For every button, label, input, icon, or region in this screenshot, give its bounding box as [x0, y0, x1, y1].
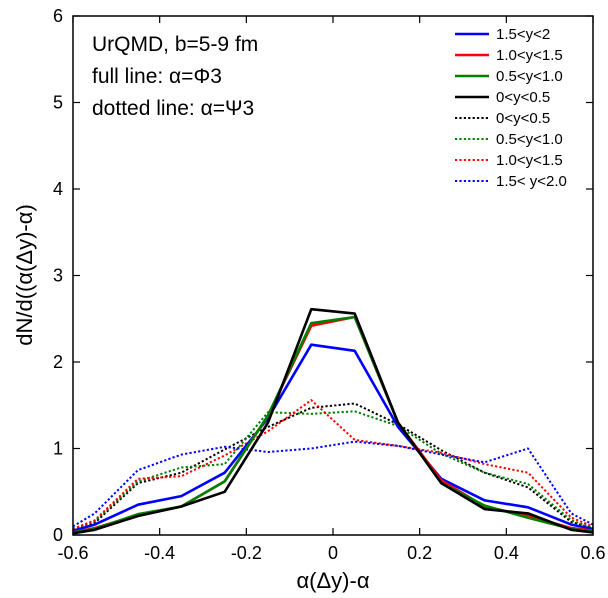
x-tick-label: -0.4: [144, 543, 175, 563]
legend-label: 0<y<0.5: [496, 110, 550, 127]
legend-label: 1.0<y<1.5: [496, 152, 563, 169]
y-tick-label: 5: [53, 93, 63, 113]
legend-label: 1.5<y<2: [496, 26, 550, 43]
ticks-layer: -0.6 -0.4 -0.2 0 0.2 0.4 0.6 0 1 2 3 4 5 6: [53, 6, 606, 563]
x-tick-label: 0: [328, 543, 338, 563]
y-tick-label: 1: [53, 439, 63, 459]
y-tick-label: 3: [53, 266, 63, 286]
plot-frame: [72, 15, 594, 536]
x-tick-label: 0.2: [407, 543, 432, 563]
series-line-solid-1: [72, 315, 594, 534]
series-line-dotted-5: [72, 410, 594, 531]
x-tick-label: -0.6: [57, 543, 88, 563]
x-tick-label: 0.4: [494, 543, 519, 563]
series-line-dotted-6: [72, 399, 594, 530]
annotation-dotted-line: dotted line: α=Ψ3: [92, 97, 254, 120]
legend-label: 1.0<y<1.5: [496, 47, 563, 64]
series-line-solid-3: [72, 307, 594, 535]
y-tick-label: 0: [53, 525, 63, 545]
x-tick-label: 0.6: [580, 543, 605, 563]
series-line-dotted-7: [72, 440, 594, 528]
y-tick-label: 4: [53, 179, 63, 199]
annotation-full-line: full line: α=Φ3: [92, 65, 222, 88]
y-axis-title: dN/d((α(Δy)-α): [12, 204, 37, 346]
legend-label: 0<y<0.5: [496, 89, 550, 106]
y-tick-label: 2: [53, 352, 63, 372]
y-tick-label: 6: [53, 6, 63, 26]
series-line-dotted-4: [72, 402, 594, 532]
series-line-solid-2: [72, 315, 594, 534]
x-tick-label: -0.2: [231, 543, 262, 563]
annotation-model: UrQMD, b=5-9 fm: [92, 33, 258, 56]
legend-label: 0.5<y<1.0: [496, 68, 563, 85]
legend-label: 0.5<y<1.0: [496, 131, 563, 148]
legend: 1.5<y<2 1.0<y<1.5 0.5<y<1.0 0<y<0.5 0<y<0.5 0…: [455, 26, 567, 190]
annotation-block: UrQMD, b=5-9 fm full line: α=Φ3 dotted l…: [92, 33, 258, 120]
legend-label: 1.5< y<2.0: [496, 173, 567, 190]
series-layer: [72, 307, 594, 535]
series-line-solid-0: [72, 343, 594, 532]
x-axis-title: α(Δy)-α: [296, 568, 369, 593]
